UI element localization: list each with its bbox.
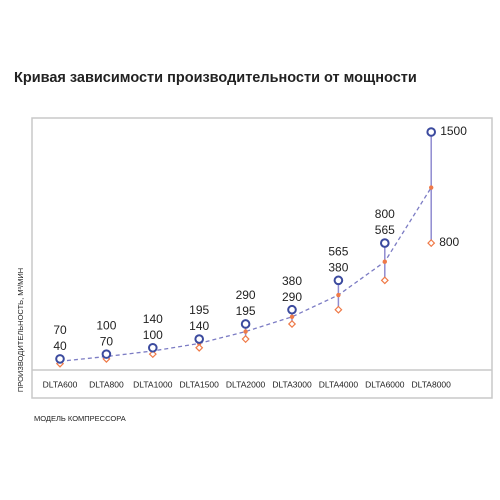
mid-dot [382,259,387,264]
min-label: 380 [328,261,348,275]
max-marker [426,127,437,137]
max-marker [333,275,344,286]
min-label: 140 [189,319,209,333]
min-label: 40 [53,339,67,353]
max-marker [148,342,158,353]
max-marker [240,319,251,329]
max-label: 380 [282,274,302,288]
max-marker [287,304,297,315]
min-marker [334,305,343,314]
plot-frame [31,117,493,399]
x-tick-label: DLTA800 [89,379,124,389]
max-label: 195 [189,303,209,317]
x-tick-label: DLTA1500 [180,379,220,389]
max-label: 1500 [440,124,467,138]
min-label: 800 [439,235,459,249]
mid-dot [429,185,434,190]
min-label: 195 [236,304,256,318]
y-axis-label: ПРОИЗВОДИТЕЛЬНОСТЬ, М³/МИН [16,268,25,392]
min-label: 565 [375,223,395,237]
max-marker [101,349,112,359]
x-tick-label: DLTA8000 [412,379,452,389]
min-marker [195,343,204,352]
min-marker [380,276,389,285]
mid-dot [336,292,341,298]
min-label: 70 [100,334,114,348]
x-tick-label: DLTA4000 [319,379,359,389]
min-marker [287,319,297,329]
min-marker [427,239,436,248]
min-marker [241,335,250,344]
chart-title: Кривая зависимости производительности от… [14,70,417,86]
max-label: 100 [96,318,116,332]
max-label: 140 [143,312,163,326]
min-label: 100 [143,328,163,342]
max-marker [55,354,65,364]
max-label: 70 [53,323,67,337]
x-tick-label: DLTA2000 [226,379,266,389]
max-label: 290 [236,288,256,302]
x-tick-label: DLTA600 [43,379,78,389]
x-axis-label: МОДЕЛЬ КОМПРЕССОРА [34,414,126,423]
max-label: 800 [375,207,395,221]
max-marker [380,238,390,248]
min-label: 290 [282,290,302,304]
x-tick-label: DLTA3000 [272,379,312,389]
x-tick-label: DLTA6000 [365,379,405,389]
x-tick-label: DLTA1000 [133,379,173,389]
max-label: 565 [328,245,348,259]
mid-dot [243,329,248,334]
mid-dot [289,314,295,320]
max-marker [194,334,204,344]
min-marker [148,350,157,359]
